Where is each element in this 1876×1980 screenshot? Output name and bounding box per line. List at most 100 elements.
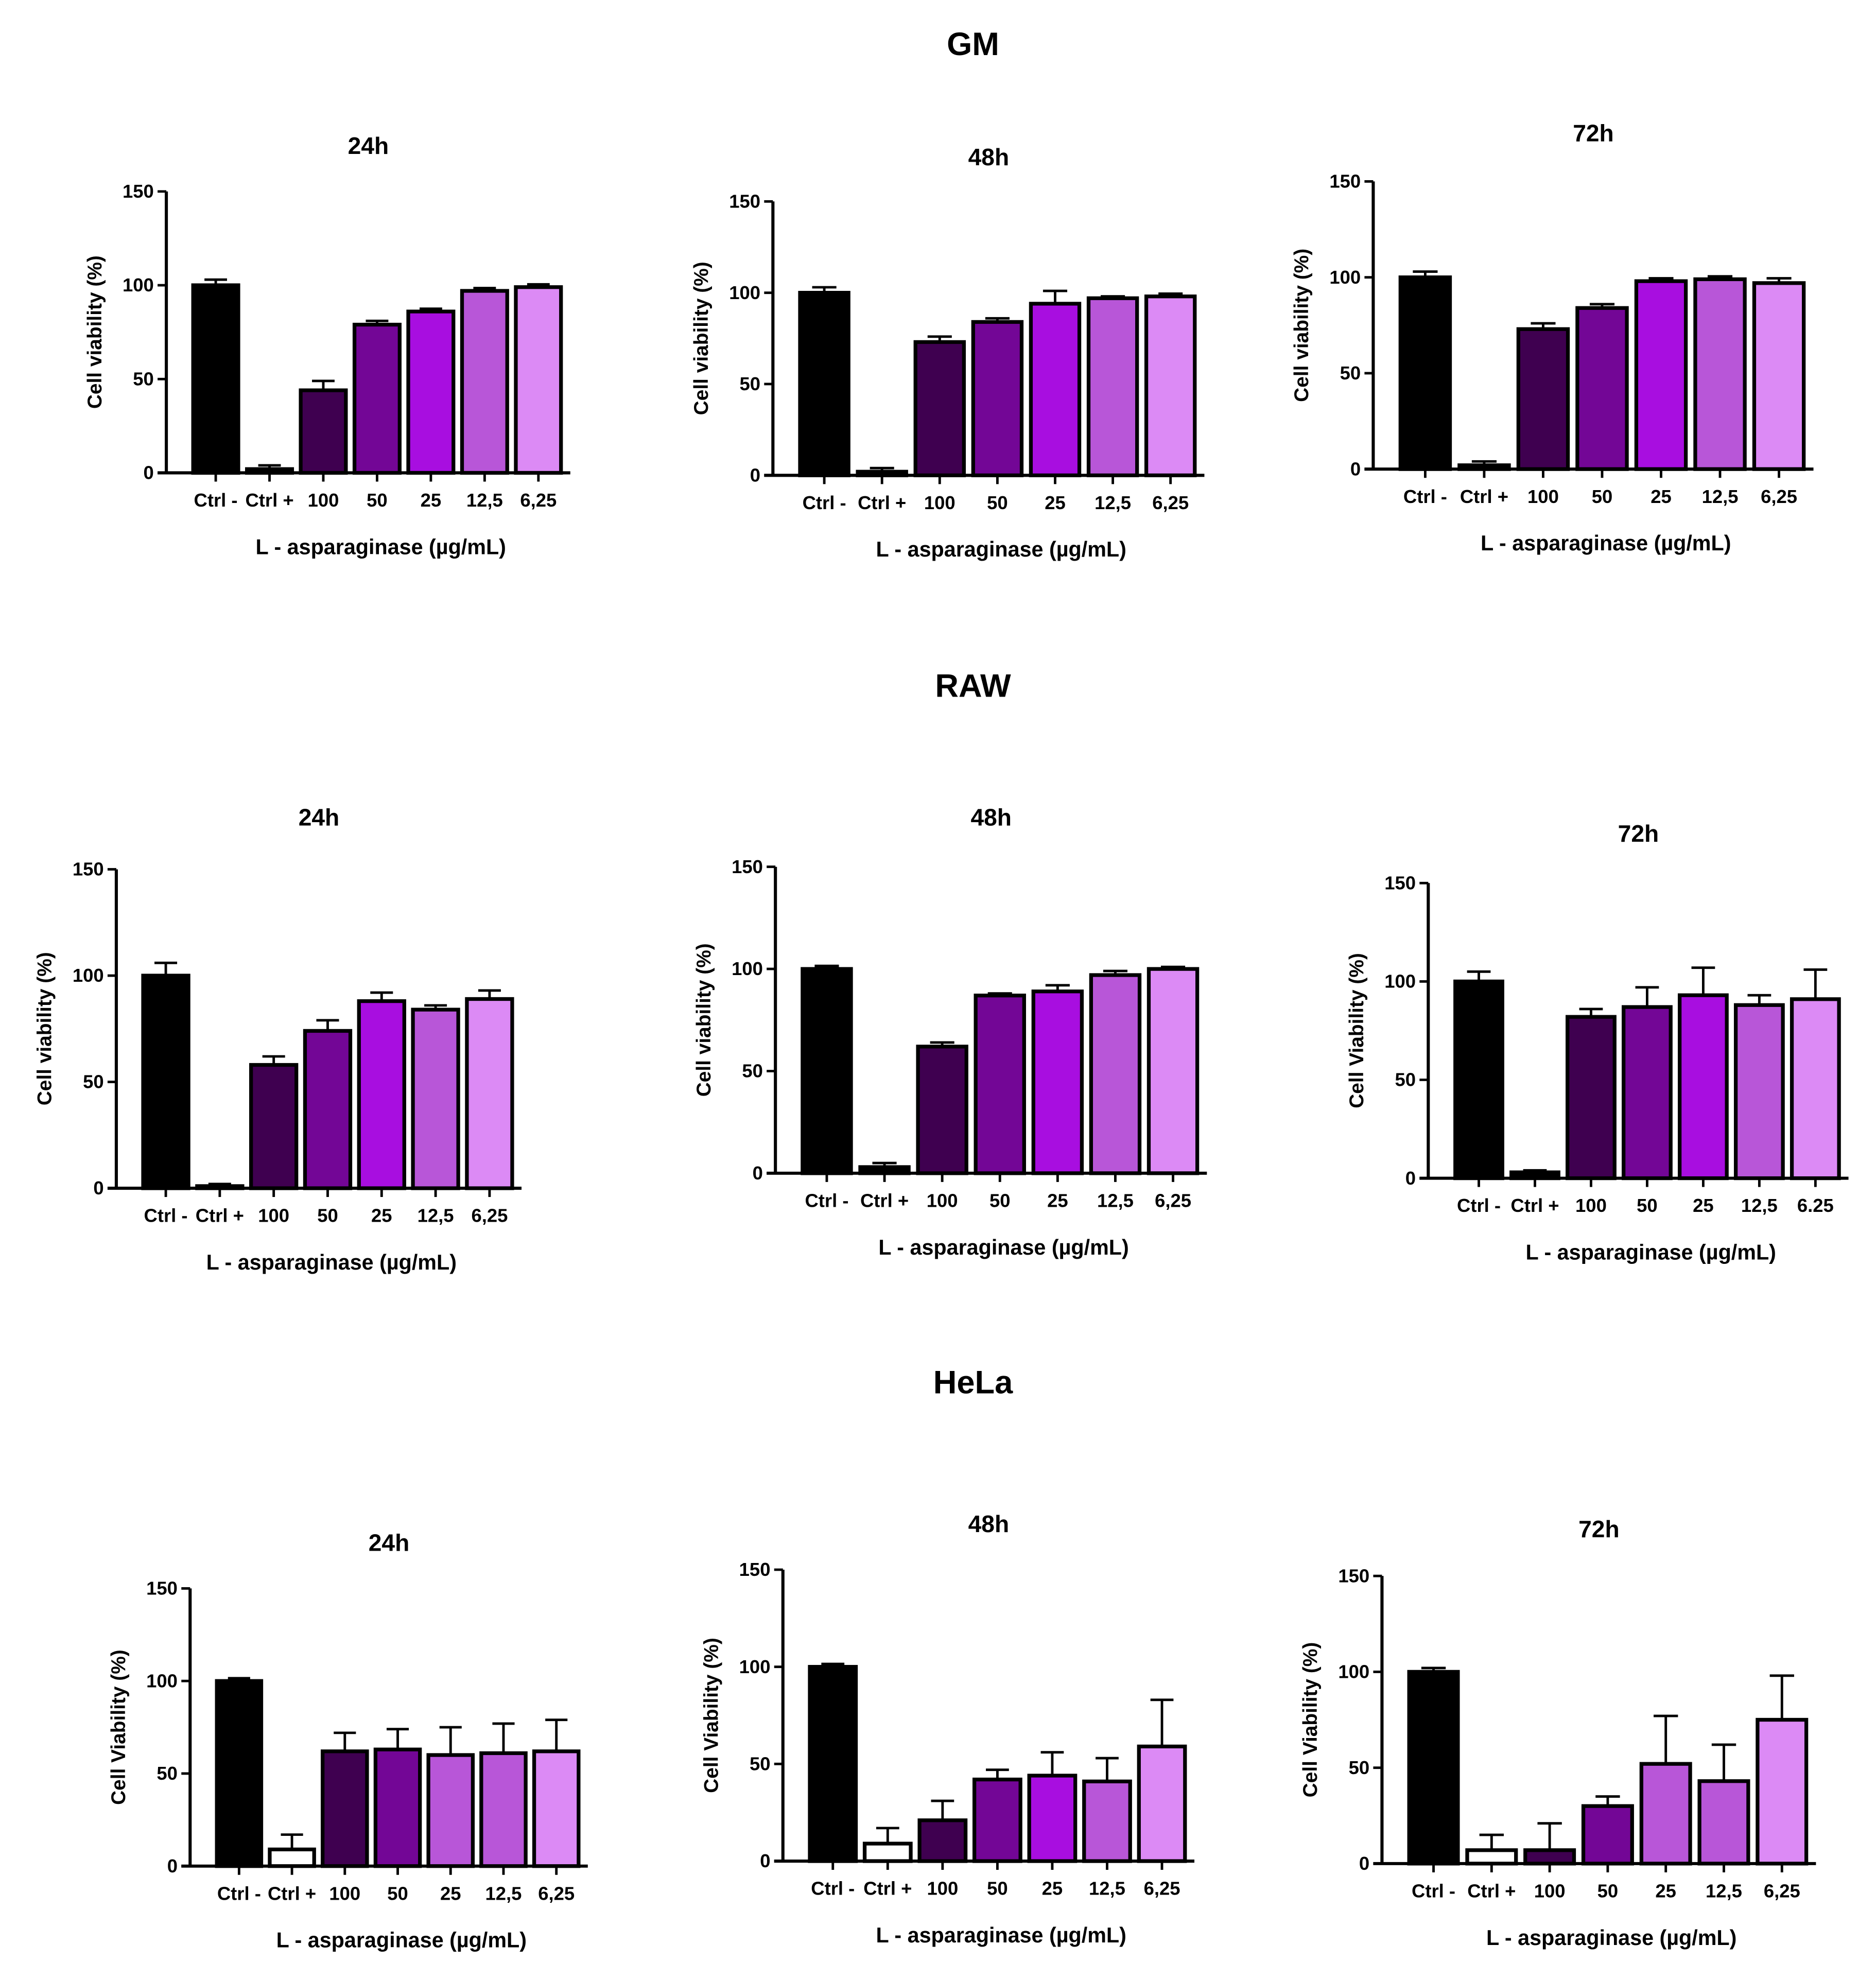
bar-ctrl [801,967,853,1175]
y-axis-label: Cell viability (%) [690,262,713,415]
y-tick-label: 150 [1384,872,1416,893]
section-title-hela: HeLa [933,1364,1013,1400]
bar-125 [479,1751,528,1868]
bar-50 [971,320,1024,477]
bar-50 [1575,306,1629,471]
bar-ctrl [191,283,240,475]
bar-ctrl [1453,979,1504,1180]
x-tick-label: Ctrl + [863,1878,912,1899]
x-axis-label: L - asparaginase (µg/mL) [1481,531,1731,555]
x-tick-label: 100 [927,1190,958,1211]
y-tick-label: 150 [739,1559,771,1580]
x-tick-label: 50 [1637,1195,1658,1216]
x-tick-label: 6,25 [1761,486,1797,507]
y-tick-label: 0 [750,464,760,485]
bar-125 [1733,1003,1785,1180]
x-axis-label: L - asparaginase (µg/mL) [1486,1926,1736,1950]
bar-ctrl [798,291,850,477]
y-tick-label: 50 [1349,1757,1370,1778]
y-tick-label: 0 [1405,1168,1416,1189]
x-tick-label: 100 [308,490,339,511]
x-tick-label: 12,5 [1095,492,1131,513]
panel-title: 24h [299,804,340,831]
x-tick-label: Ctrl + [858,492,906,513]
y-tick-label: 0 [760,1850,770,1871]
x-tick-label: 25 [1047,1190,1068,1211]
x-tick-label: 6,25 [1144,1878,1180,1899]
bar-100 [917,1818,968,1863]
bar-100 [1523,1848,1576,1866]
x-tick-label: 50 [387,1883,408,1904]
y-tick-label: 50 [83,1071,104,1092]
bar-100 [249,1063,299,1190]
x-tick-label: 6,25 [471,1205,508,1226]
x-tick-label: 50 [1592,486,1613,507]
y-axis-label: Cell Viability (%) [108,1649,130,1805]
x-tick-label: 12,5 [1706,1880,1742,1901]
chart-panel-gm-24h: 24h 0 50 100 150 Cell viability (%) Ctrl - Ctrl… [84,132,570,559]
panel-title: 24h [348,132,389,159]
panel-title: 72h [1578,1516,1620,1542]
bar-25 [1639,1762,1692,1866]
y-tick-label: 100 [123,274,154,296]
bar-ctrl [1407,1670,1460,1866]
x-tick-label: 100 [927,1878,958,1899]
x-axis-label: L - asparaginase (µg/mL) [276,1929,527,1952]
chart-panel-hela-72h: 72h 0 50 100 150 Cell Viability (%) Ctrl - Ctrl… [1299,1516,1816,1950]
panel-title: 72h [1573,120,1614,147]
x-tick-label: 25 [371,1205,392,1226]
x-tick-label: 100 [258,1205,289,1226]
bar-625 [1144,294,1197,477]
x-tick-label: 50 [1597,1880,1619,1901]
y-axis-label: Cell viability (%) [693,943,715,1097]
panel-title: 72h [1618,820,1659,847]
x-tick-label: Ctrl + [268,1883,316,1904]
x-tick-label: Ctrl + [860,1190,909,1211]
x-tick-label: 25 [1042,1878,1063,1899]
y-tick-label: 150 [732,856,763,877]
y-tick-label: 100 [1384,971,1416,992]
x-axis-label: L - asparaginase (µg/mL) [878,1236,1128,1259]
bar-ctrl [862,1842,913,1863]
x-axis-label: L - asparaginase (µg/mL) [256,535,506,559]
x-tick-label: 12,5 [485,1883,522,1904]
x-axis-label: L - asparaginase (µg/mL) [876,537,1126,561]
bar-625 [1137,1744,1187,1863]
bar-125 [1082,1779,1132,1863]
bar-125 [1693,277,1747,471]
x-tick-label: 25 [440,1883,461,1904]
bar-ctrl [195,1184,245,1190]
x-tick-label: 25 [1655,1880,1676,1901]
bar-125 [1697,1779,1750,1866]
x-tick-label: 12,5 [1702,486,1739,507]
y-tick-label: 150 [146,1578,178,1599]
x-tick-label: Ctrl + [1510,1195,1559,1216]
bar-125 [460,289,509,475]
y-axis-label: Cell Viability (%) [700,1638,722,1793]
bar-100 [916,1045,968,1175]
y-tick-label: 150 [73,859,104,880]
y-tick-label: 100 [1338,1661,1369,1682]
x-tick-label: 100 [1575,1195,1607,1216]
bar-ctrl [215,1679,264,1868]
bar-100 [1566,1015,1617,1180]
bar-25 [426,1753,475,1868]
x-axis-label: L - asparaginase (µg/mL) [1526,1241,1776,1264]
x-tick-label: Ctrl - [1403,486,1447,507]
y-axis-label: Cell viability (%) [34,952,56,1105]
chart-panel-hela-24h: 24h 0 50 100 150 Cell Viability (%) Ctrl - Ctrl… [108,1530,588,1952]
x-tick-label: Ctrl + [245,490,293,511]
x-tick-label: 6.25 [1797,1195,1834,1216]
bar-25 [1634,279,1688,471]
chart-panel-raw-72h: 72h 0 50 100 150 Cell Viability (%) Ctrl - Ctrl… [1346,820,1849,1264]
x-tick-label: 25 [1693,1195,1714,1216]
y-tick-label: 0 [93,1177,103,1199]
bar-50 [303,1029,353,1190]
x-tick-label: Ctrl - [803,492,846,513]
bar-25 [406,309,456,475]
y-tick-label: 100 [73,965,104,986]
x-tick-label: Ctrl - [811,1878,855,1899]
bar-ctrl [1457,463,1511,471]
x-tick-label: Ctrl + [1460,486,1508,507]
bar-100 [1516,327,1570,471]
